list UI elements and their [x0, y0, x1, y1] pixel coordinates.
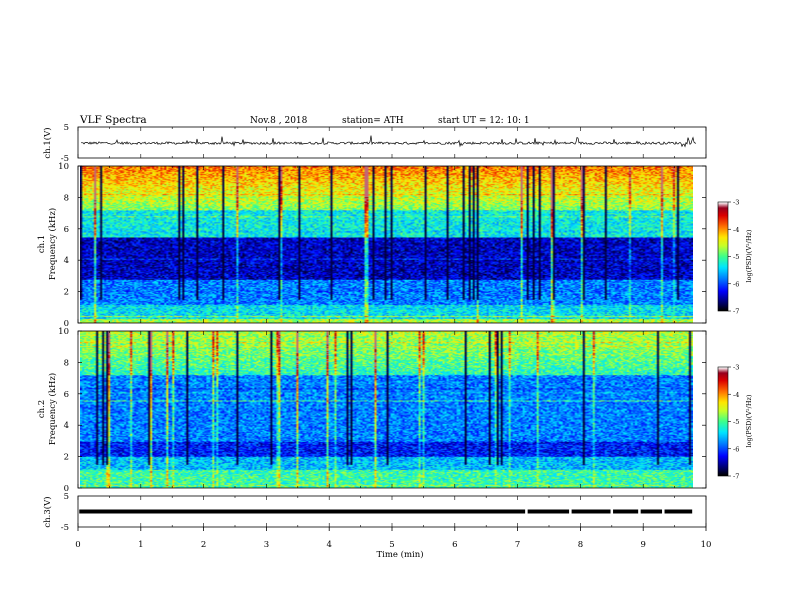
- ytick-label: 0: [64, 484, 69, 494]
- ch2-colorbar-image: [718, 367, 728, 476]
- ch2-ylabel-frequency: Frequency (kHz): [47, 373, 58, 445]
- ytick-label: 2: [64, 453, 69, 463]
- xaxis-tick-label: 8: [578, 540, 583, 550]
- ch1-waveform: [80, 135, 697, 148]
- ytick-label: 8: [64, 358, 69, 368]
- ch2-colorbar: -3 -4 -5 -6 -7 log(PSD)(V²/Hz): [717, 364, 753, 481]
- ch2-yticks: 0 2 4 6 8 10: [58, 327, 706, 494]
- ch1-spectrogram-panel: 0 2 4 6 8 10 ch.1 Frequency (kHz): [37, 162, 707, 329]
- time-axis: 0 1 2 3 4 5 6 7 8 9 10: [75, 127, 711, 550]
- ch2-ylabel-channel: ch.2: [37, 400, 47, 418]
- ytick-label: 4: [64, 421, 69, 431]
- ch1-spectrogram-image: [80, 166, 693, 323]
- ch3-trace-segment: [571, 509, 611, 514]
- station-label: station= ATH: [342, 116, 404, 126]
- ch1-panel: 5 -5 ch.1(V): [42, 123, 707, 164]
- xaxis-tick-label: 10: [701, 540, 712, 550]
- ch1-colorbar-ticks: -3 -4 -5 -6 -7: [728, 199, 739, 316]
- colorbar-tick-label: -7: [733, 308, 739, 316]
- ytick-label: 10: [58, 162, 69, 172]
- ch2-spectrogram-panel: 0 2 4 6 8 10 ch.2 Frequency (kHz): [37, 327, 707, 494]
- ch2-colorbar-ticks: -3 -4 -5 -6 -7: [728, 364, 739, 481]
- ch1-ylabel-channel: ch.1: [37, 235, 47, 253]
- xaxis-tick-label: 4: [326, 540, 331, 550]
- ch3-waveform: [79, 509, 695, 514]
- colorbar-tick-label: -6: [733, 445, 739, 453]
- xaxis-tick-label: 1: [138, 540, 143, 550]
- ytick-label: 10: [58, 327, 69, 337]
- xaxis-label: Time (min): [376, 549, 423, 560]
- ytick-label: 6: [64, 390, 69, 400]
- ch3-trace-segment: [527, 509, 570, 514]
- ch3-ylabel: ch.3(V): [42, 496, 53, 527]
- xaxis-tick-label: 7: [515, 540, 520, 550]
- ch1-colorbar-image: [718, 202, 728, 311]
- ch1-ylabel: ch.1(V): [42, 127, 53, 158]
- ch3-trace-segment: [79, 509, 526, 514]
- colorbar-tick-label: -3: [733, 199, 739, 207]
- figure-title: VLF Spectra: [79, 114, 147, 126]
- colorbar-tick-label: -3: [733, 364, 739, 372]
- colorbar-tick-label: -5: [733, 418, 739, 426]
- colorbar-tick-label: -7: [733, 473, 739, 481]
- ytick-label: 4: [64, 256, 69, 266]
- ch3-ytick-bottom: -5: [61, 523, 69, 533]
- ch1-colorbar: -3 -4 -5 -6 -7 log(PSD)(V²/Hz): [717, 199, 753, 316]
- ch3-trace-segment: [640, 509, 663, 514]
- ytick-label: 2: [64, 288, 69, 298]
- xaxis-tick-label: 6: [452, 540, 457, 550]
- ytick-label: 8: [64, 193, 69, 203]
- ch1-ylabel-frequency: Frequency (kHz): [47, 208, 58, 280]
- ch1-colorbar-label: log(PSD)(V²/Hz): [745, 229, 753, 282]
- ch2-colorbar-label: log(PSD)(V²/Hz): [745, 394, 753, 447]
- ytick-label: 0: [64, 319, 69, 329]
- ch3-panel: 5 -5 ch.3(V): [42, 492, 707, 533]
- ytick-label: 6: [64, 225, 69, 235]
- ch1-ytick-top: 5: [64, 123, 69, 133]
- xaxis-tick-label: 0: [75, 540, 80, 550]
- date-label: Nov.8 , 2018: [250, 116, 308, 126]
- colorbar-tick-label: -5: [733, 253, 739, 261]
- colorbar-tick-label: -4: [733, 226, 739, 234]
- colorbar-tick-label: -6: [733, 280, 739, 288]
- ch3-ytick-top: 5: [64, 492, 69, 502]
- ch2-spectrogram-image: [80, 331, 693, 488]
- ch3-trace-segment: [613, 509, 639, 514]
- colorbar-tick-label: -4: [733, 391, 739, 399]
- ch1-ytick-bottom: -5: [61, 154, 69, 164]
- start-ut-label: start UT = 12: 10: 1: [438, 116, 530, 126]
- xaxis-tick-label: 5: [389, 540, 394, 550]
- xaxis-tick-label: 9: [640, 540, 645, 550]
- ch1-yticks: 0 2 4 6 8 10: [58, 162, 706, 329]
- ch3-trace-segment: [664, 509, 693, 514]
- xaxis-tick-label: 2: [201, 540, 206, 550]
- xaxis-tick-label: 3: [264, 540, 269, 550]
